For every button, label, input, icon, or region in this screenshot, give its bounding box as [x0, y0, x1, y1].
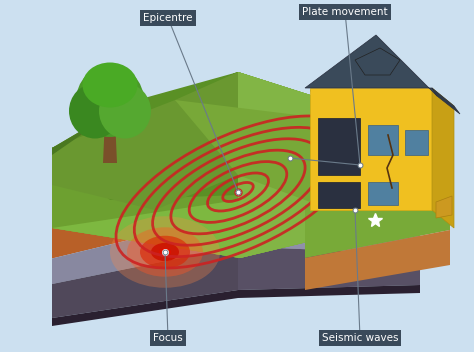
Polygon shape: [305, 230, 450, 290]
Polygon shape: [52, 72, 420, 258]
Ellipse shape: [140, 236, 190, 268]
Polygon shape: [52, 72, 238, 200]
Ellipse shape: [76, 65, 144, 137]
Polygon shape: [175, 100, 420, 215]
Polygon shape: [52, 170, 238, 258]
Text: Focus: Focus: [153, 333, 183, 343]
Polygon shape: [52, 72, 238, 160]
Ellipse shape: [127, 227, 203, 277]
Polygon shape: [52, 72, 238, 185]
Ellipse shape: [82, 63, 137, 107]
Polygon shape: [52, 72, 238, 210]
Polygon shape: [238, 246, 420, 290]
Polygon shape: [432, 88, 454, 228]
Polygon shape: [238, 170, 420, 231]
Text: Seismic waves: Seismic waves: [322, 333, 398, 343]
Polygon shape: [310, 88, 432, 210]
Ellipse shape: [99, 83, 151, 138]
Ellipse shape: [69, 83, 121, 138]
Polygon shape: [405, 130, 428, 155]
Polygon shape: [52, 72, 420, 258]
Polygon shape: [103, 118, 117, 163]
Polygon shape: [238, 72, 420, 258]
Polygon shape: [360, 108, 420, 170]
Text: Plate movement: Plate movement: [302, 7, 388, 17]
Polygon shape: [432, 88, 460, 114]
Polygon shape: [52, 108, 120, 155]
Polygon shape: [52, 87, 238, 186]
Polygon shape: [238, 120, 420, 200]
Polygon shape: [52, 120, 238, 225]
Polygon shape: [436, 196, 452, 218]
Ellipse shape: [159, 248, 171, 256]
Polygon shape: [52, 72, 238, 220]
Polygon shape: [368, 125, 398, 155]
Ellipse shape: [110, 216, 220, 288]
Polygon shape: [238, 214, 420, 254]
Polygon shape: [238, 72, 420, 195]
Polygon shape: [310, 90, 420, 190]
Polygon shape: [52, 214, 238, 284]
Polygon shape: [305, 35, 437, 96]
Polygon shape: [305, 175, 450, 258]
Polygon shape: [368, 182, 398, 205]
Text: Epicentre: Epicentre: [143, 13, 193, 23]
Polygon shape: [318, 118, 360, 175]
Polygon shape: [238, 72, 420, 141]
Polygon shape: [355, 48, 400, 75]
Polygon shape: [52, 72, 420, 258]
Polygon shape: [318, 182, 360, 208]
Polygon shape: [238, 87, 420, 164]
Polygon shape: [52, 72, 420, 258]
Polygon shape: [52, 72, 238, 228]
Ellipse shape: [151, 243, 179, 261]
Polygon shape: [52, 285, 420, 326]
Polygon shape: [52, 246, 238, 318]
